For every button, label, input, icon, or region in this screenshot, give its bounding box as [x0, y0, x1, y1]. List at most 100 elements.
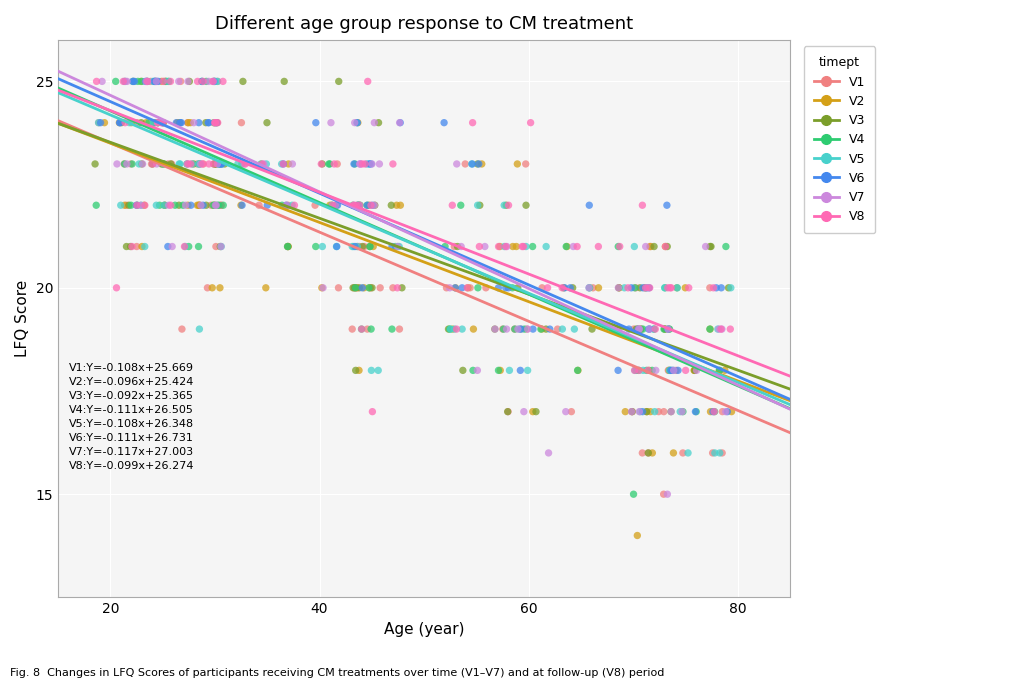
- Point: [500, 282, 516, 293]
- Point: [307, 117, 324, 128]
- Point: [213, 241, 229, 252]
- Point: [88, 200, 104, 210]
- Point: [359, 76, 376, 87]
- Point: [352, 158, 369, 169]
- Point: [701, 241, 718, 252]
- Point: [655, 406, 672, 417]
- Point: [559, 241, 575, 252]
- Point: [150, 117, 166, 128]
- Point: [256, 158, 272, 169]
- Point: [345, 200, 361, 210]
- Point: [158, 76, 174, 87]
- Point: [119, 76, 135, 87]
- Point: [161, 200, 177, 210]
- Point: [345, 282, 361, 293]
- Point: [639, 282, 655, 293]
- Point: [209, 200, 225, 210]
- Point: [464, 158, 480, 169]
- Point: [175, 200, 191, 210]
- Point: [453, 200, 469, 210]
- Point: [646, 324, 663, 335]
- Point: [384, 324, 400, 335]
- Point: [394, 282, 411, 293]
- Point: [441, 324, 458, 335]
- Point: [460, 282, 476, 293]
- Point: [524, 324, 541, 335]
- Point: [490, 365, 507, 375]
- Point: [185, 158, 202, 169]
- Point: [364, 158, 380, 169]
- Point: [347, 282, 364, 293]
- Point: [212, 282, 228, 293]
- Point: [554, 324, 570, 335]
- Point: [656, 282, 673, 293]
- Point: [624, 282, 640, 293]
- Point: [367, 200, 383, 210]
- Point: [130, 76, 146, 87]
- Point: [208, 117, 224, 128]
- Point: [156, 158, 172, 169]
- Point: [569, 365, 586, 375]
- Point: [253, 158, 269, 169]
- Point: [125, 76, 141, 87]
- Point: [328, 200, 344, 210]
- Point: [112, 117, 128, 128]
- Point: [686, 365, 702, 375]
- Point: [496, 324, 512, 335]
- Point: [144, 76, 161, 87]
- Point: [631, 406, 647, 417]
- Point: [150, 117, 166, 128]
- Point: [642, 241, 658, 252]
- Point: [628, 324, 644, 335]
- Point: [459, 282, 475, 293]
- Point: [163, 76, 179, 87]
- Point: [138, 76, 155, 87]
- Point: [714, 447, 730, 458]
- Point: [172, 76, 188, 87]
- Point: [152, 200, 168, 210]
- Point: [189, 76, 206, 87]
- Point: [508, 241, 524, 252]
- Point: [713, 324, 729, 335]
- Point: [259, 117, 275, 128]
- Point: [389, 241, 406, 252]
- Point: [114, 117, 130, 128]
- Point: [124, 158, 140, 169]
- Point: [163, 158, 179, 169]
- Point: [590, 282, 606, 293]
- Point: [670, 365, 686, 375]
- Title: Different age group response to CM treatment: Different age group response to CM treat…: [215, 15, 633, 33]
- Point: [273, 158, 290, 169]
- Point: [208, 117, 224, 128]
- Point: [88, 76, 104, 87]
- Point: [637, 282, 653, 293]
- Point: [215, 200, 231, 210]
- Point: [116, 158, 132, 169]
- Point: [191, 158, 208, 169]
- Point: [212, 158, 228, 169]
- Point: [189, 200, 206, 210]
- Point: [563, 406, 580, 417]
- Point: [163, 200, 179, 210]
- Point: [154, 117, 170, 128]
- Point: [147, 76, 164, 87]
- Point: [129, 200, 145, 210]
- Point: [211, 158, 227, 169]
- Point: [148, 76, 165, 87]
- Point: [313, 282, 330, 293]
- Point: [329, 241, 345, 252]
- Point: [195, 76, 211, 87]
- Point: [581, 282, 597, 293]
- Point: [610, 324, 627, 335]
- Point: [346, 158, 362, 169]
- Point: [177, 241, 194, 252]
- Point: [352, 158, 369, 169]
- Point: [659, 282, 676, 293]
- Point: [641, 324, 657, 335]
- Point: [502, 365, 518, 375]
- Point: [669, 282, 685, 293]
- Point: [136, 200, 153, 210]
- Point: [123, 158, 139, 169]
- Point: [215, 76, 231, 87]
- Point: [647, 324, 664, 335]
